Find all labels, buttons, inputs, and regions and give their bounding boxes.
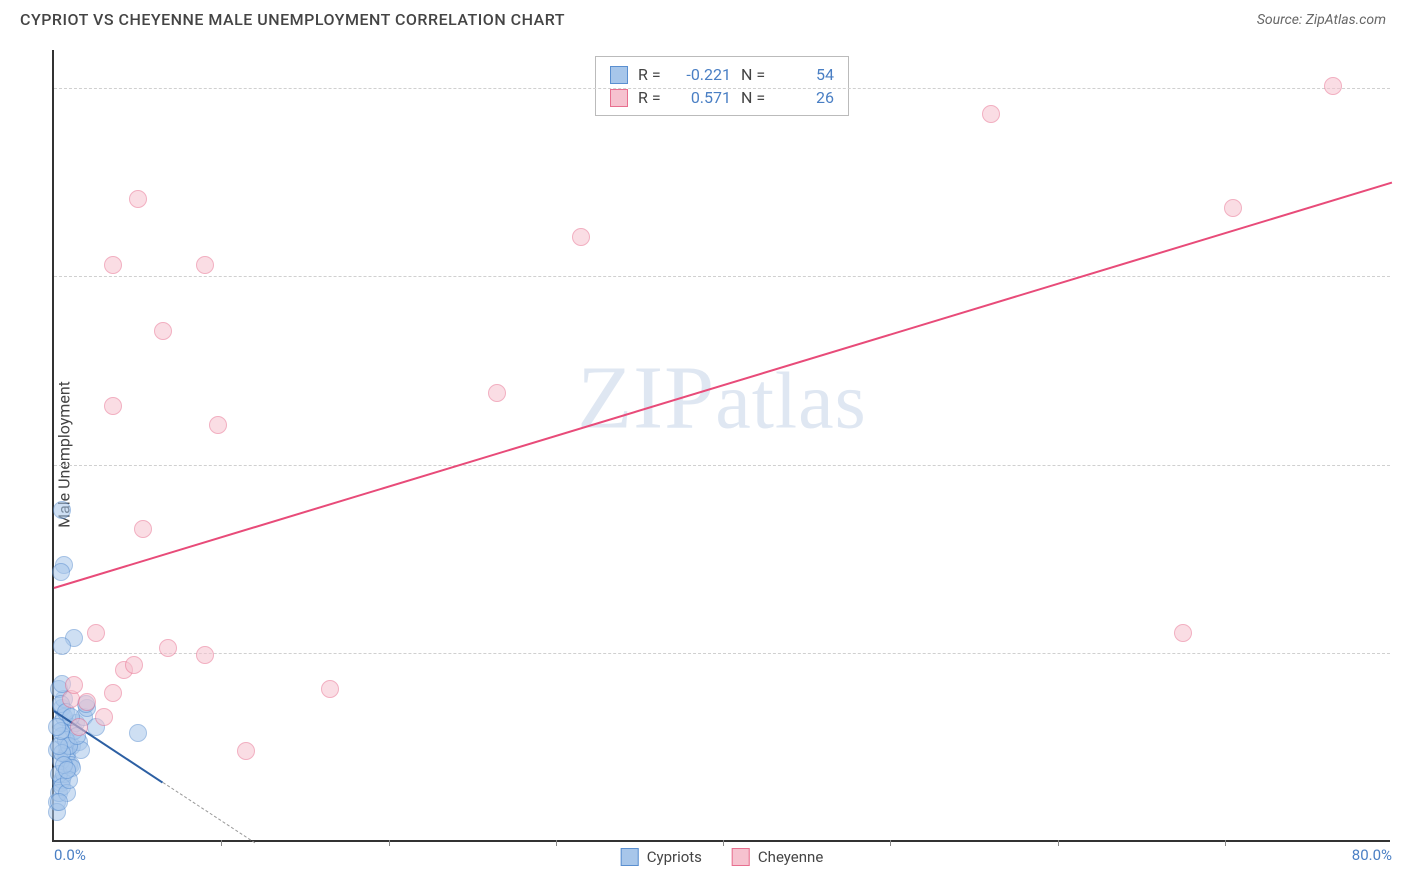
stat-r-value: 0.571: [676, 88, 731, 107]
y-tick-label: 20.0%: [1395, 456, 1406, 474]
data-point: [321, 680, 339, 698]
watermark: ZIPatlas: [577, 346, 867, 449]
x-minor-tick: [389, 840, 390, 846]
stat-r-value: -0.221: [676, 65, 731, 84]
correlation-stats-box: R = -0.221 N = 54 R = 0.571 N = 26: [595, 56, 849, 116]
data-point: [1224, 199, 1242, 217]
data-point: [1174, 624, 1192, 642]
data-point: [159, 639, 177, 657]
x-tick-label: 0.0%: [54, 846, 86, 864]
legend-label: Cheyenne: [758, 848, 823, 866]
x-minor-tick: [890, 840, 891, 846]
x-minor-tick: [723, 840, 724, 846]
trend-line: [54, 182, 1393, 589]
data-point: [53, 637, 71, 655]
gridline: [54, 88, 1390, 89]
data-point: [70, 718, 88, 736]
legend-item: Cypriots: [621, 848, 702, 866]
legend-swatch: [732, 848, 750, 866]
stats-row: R = -0.221 N = 54: [610, 63, 834, 86]
y-tick-label: 10.0%: [1395, 644, 1406, 662]
x-minor-tick: [1225, 840, 1226, 846]
data-point: [129, 190, 147, 208]
data-point: [53, 501, 71, 519]
source-attribution: Source: ZipAtlas.com: [1257, 12, 1386, 28]
x-tick-label: 80.0%: [1352, 846, 1392, 864]
series-swatch: [610, 89, 628, 107]
data-point: [104, 256, 122, 274]
data-point: [125, 656, 143, 674]
y-tick-label: 30.0%: [1395, 267, 1406, 285]
y-tick-label: 40.0%: [1395, 79, 1406, 97]
data-point: [134, 520, 152, 538]
stat-r-label: R =: [638, 65, 666, 84]
data-point: [48, 718, 66, 736]
legend-item: Cheyenne: [732, 848, 823, 866]
stat-r-label: R =: [638, 88, 666, 107]
stat-n-value: 54: [779, 65, 834, 84]
data-point: [104, 397, 122, 415]
data-point: [104, 684, 122, 702]
data-point: [58, 761, 76, 779]
chart-title: CYPRIOT VS CHEYENNE MALE UNEMPLOYMENT CO…: [20, 10, 565, 29]
x-minor-tick: [221, 840, 222, 846]
stats-row: R = 0.571 N = 26: [610, 86, 834, 109]
scatter-chart: Male Unemployment ZIPatlas R =-0.221N =5…: [52, 50, 1390, 842]
data-point: [95, 708, 113, 726]
data-point: [982, 105, 1000, 123]
x-minor-tick: [556, 840, 557, 846]
data-point: [129, 724, 147, 742]
gridline: [54, 465, 1390, 466]
chart-header: CYPRIOT VS CHEYENNE MALE UNEMPLOYMENT CO…: [0, 0, 1406, 37]
data-point: [154, 322, 172, 340]
legend-swatch: [621, 848, 639, 866]
series-swatch: [610, 66, 628, 84]
stat-n-label: N =: [741, 65, 769, 84]
data-point: [488, 384, 506, 402]
data-point: [196, 646, 214, 664]
stat-n-value: 26: [779, 88, 834, 107]
data-point: [1324, 77, 1342, 95]
data-point: [78, 693, 96, 711]
gridline: [54, 276, 1390, 277]
data-point: [87, 624, 105, 642]
stat-n-label: N =: [741, 88, 769, 107]
legend: Cypriots Cheyenne: [621, 848, 824, 866]
x-minor-tick: [1058, 840, 1059, 846]
data-point: [196, 256, 214, 274]
data-point: [52, 563, 70, 581]
data-point: [50, 793, 68, 811]
data-point: [572, 228, 590, 246]
data-point: [237, 742, 255, 760]
data-point: [65, 676, 83, 694]
legend-label: Cypriots: [647, 848, 702, 866]
trend-line-extension: [162, 782, 255, 843]
gridline: [54, 653, 1390, 654]
data-point: [209, 416, 227, 434]
